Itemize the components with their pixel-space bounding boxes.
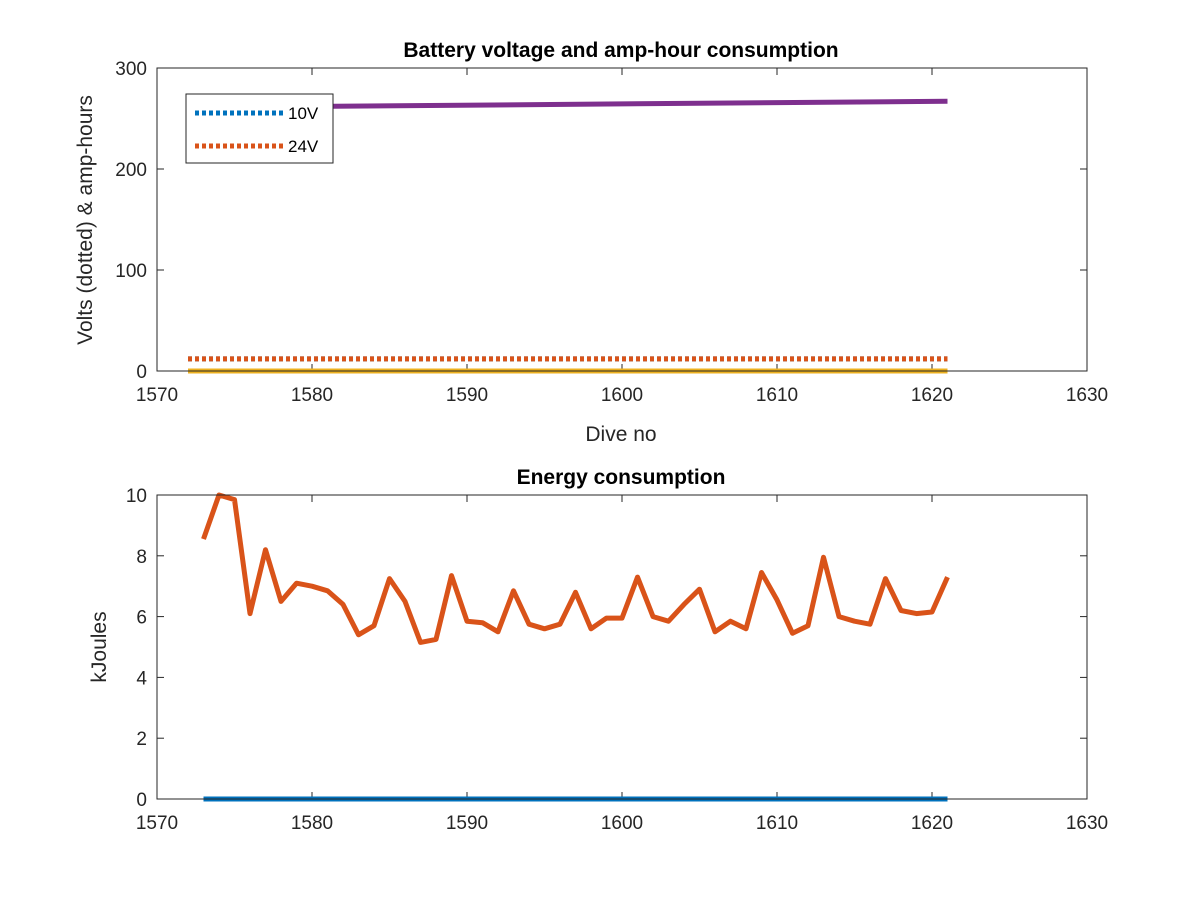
- voltage-x-tick-label: 1630: [1066, 385, 1108, 406]
- voltage-x-tick-label: 1570: [136, 385, 178, 406]
- energy-plot-area: [157, 495, 1087, 799]
- energy-y-tick-label: 10: [126, 486, 147, 507]
- legend-label-10v: 10V: [288, 104, 319, 123]
- voltage-x-tick-label: 1600: [601, 385, 643, 406]
- energy-x-tick-label: 1580: [291, 813, 333, 834]
- voltage-legend[interactable]: 10V 24V: [185, 93, 334, 164]
- legend-label-24v: 24V: [288, 137, 319, 156]
- voltage-y-ticks: 0 100 200 300: [115, 59, 1087, 383]
- voltage-chart: Battery voltage and amp-hour consumption…: [74, 39, 1108, 446]
- energy-y-tick-label: 6: [136, 608, 147, 629]
- voltage-x-tick-label: 1590: [446, 385, 488, 406]
- voltage-y-label: Volts (dotted) & amp-hours: [74, 95, 97, 345]
- voltage-y-tick-label: 0: [136, 362, 147, 383]
- voltage-x-label: Dive no: [585, 423, 656, 446]
- energy-y-label: kJoules: [88, 611, 111, 682]
- energy-x-tick-label: 1630: [1066, 813, 1108, 834]
- voltage-axes-box: [156, 67, 1088, 372]
- energy-x-ticks: 1570 1580 1590 1600 1610 1620 1630: [136, 495, 1108, 834]
- voltage-y-tick-label: 100: [115, 261, 147, 282]
- voltage-x-tick-label: 1580: [291, 385, 333, 406]
- voltage-chart-title: Battery voltage and amp-hour consumption: [403, 39, 838, 62]
- voltage-x-tick-label: 1610: [756, 385, 798, 406]
- energy-y-tick-label: 2: [136, 729, 147, 750]
- energy-series-line-0: [201, 492, 950, 645]
- energy-y-ticks: 0 2 4 6 8 10: [126, 486, 1087, 811]
- voltage-x-tick-label: 1620: [911, 385, 953, 406]
- energy-x-tick-label: 1590: [446, 813, 488, 834]
- energy-chart-title: Energy consumption: [517, 466, 726, 489]
- energy-x-tick-label: 1570: [136, 813, 178, 834]
- energy-x-tick-label: 1600: [601, 813, 643, 834]
- energy-y-tick-label: 8: [136, 547, 147, 568]
- voltage-y-tick-label: 200: [115, 160, 147, 181]
- energy-x-tick-label: 1620: [911, 813, 953, 834]
- voltage-x-ticks: 1570 1580 1590 1600 1610 1620 1630: [136, 68, 1108, 406]
- energy-x-tick-label: 1610: [756, 813, 798, 834]
- energy-axes-box: [156, 494, 1088, 800]
- legend-box: [185, 93, 334, 164]
- energy-y-tick-label: 4: [136, 668, 147, 689]
- energy-y-tick-label: 0: [136, 790, 147, 811]
- voltage-y-tick-label: 300: [115, 59, 147, 80]
